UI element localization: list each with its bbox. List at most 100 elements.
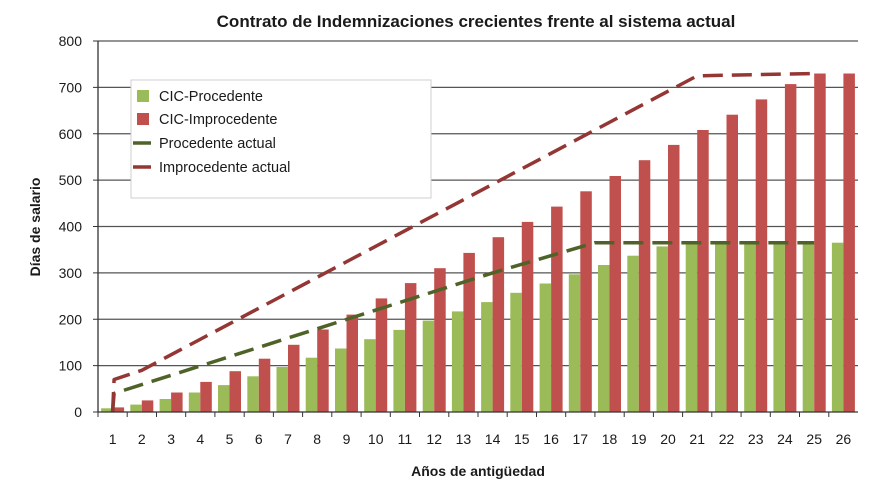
bar-cic-procedente	[744, 242, 756, 412]
bar-cic-improcedente	[258, 358, 271, 412]
legend-box	[130, 79, 432, 199]
bar-cic-procedente	[539, 283, 552, 412]
x-tick-label: 3	[167, 431, 175, 447]
bar-cic-procedente	[130, 404, 142, 412]
bar-cic-procedente	[159, 399, 172, 412]
y-tick-label: 300	[59, 265, 83, 281]
bar-cic-procedente	[247, 376, 259, 412]
bar-cic-improcedente	[521, 221, 534, 412]
y-axis-ticks: 0 100 200 300 400 500 600 700 800	[59, 33, 98, 420]
x-tick-label: 2	[138, 431, 146, 447]
bar-cic-procedente	[598, 265, 610, 412]
bar-cic-improcedente	[726, 114, 738, 412]
y-tick-label: 0	[74, 404, 82, 420]
x-tick-label: 11	[398, 431, 413, 447]
bar-cic-procedente	[510, 292, 522, 412]
bar-cic-improcedente	[697, 130, 709, 412]
bar-cic-procedente	[218, 385, 230, 412]
x-tick-label: 8	[313, 431, 321, 447]
bar-cic-improcedente	[580, 191, 592, 412]
legend-label-0: CIC-Procedente	[159, 89, 263, 105]
bar-cic-improcedente	[112, 407, 125, 412]
x-tick-label: 18	[602, 431, 618, 447]
x-tick-label: 16	[543, 431, 559, 447]
bar-cic-improcedente	[434, 268, 446, 412]
legend-label-2: Procedente actual	[159, 136, 276, 152]
y-axis-label: Días de salario	[27, 178, 43, 277]
bar-cic-procedente	[364, 339, 376, 412]
bar-cic-procedente	[656, 246, 668, 412]
y-tick-label: 600	[59, 126, 83, 142]
line-improcedente-actual	[110, 71, 815, 413]
bar-cic-improcedente	[317, 329, 329, 412]
bar-cic-procedente	[305, 357, 318, 412]
x-tick-label: 10	[368, 431, 384, 447]
bar-cic-improcedente	[755, 99, 768, 413]
bar-cic-procedente	[627, 255, 639, 412]
x-tick-label: 12	[426, 431, 442, 447]
bar-cic-procedente	[101, 408, 113, 412]
bar-cic-procedente	[451, 311, 464, 412]
bar-cic-improcedente	[609, 176, 621, 412]
legend-label-1: CIC-Improcedente	[159, 112, 277, 128]
legend-label-3: Improcedente actual	[159, 160, 290, 176]
chart-title: Contrato de Indemnizaciones crecientes f…	[217, 12, 736, 31]
bar-cic-procedente	[335, 348, 347, 412]
x-tick-label: 24	[777, 431, 793, 447]
bar-cic-improcedente	[346, 314, 358, 412]
bar-cic-improcedente	[784, 84, 797, 412]
series-lines	[110, 71, 815, 413]
x-axis-label: Años de antigüedad	[411, 463, 545, 479]
bar-cic-improcedente	[638, 160, 651, 412]
x-tick-label: 23	[748, 431, 764, 447]
x-tick-label: 15	[514, 431, 530, 447]
gridlines	[98, 40, 858, 367]
legend: CIC-Procedente CIC-Improcedente Procedente…	[130, 79, 432, 199]
x-tick-label: 4	[196, 431, 204, 447]
y-tick-label: 800	[59, 33, 83, 49]
bars	[101, 73, 855, 413]
y-tick-label: 100	[59, 358, 83, 374]
bar-cic-improcedente	[404, 283, 417, 412]
bar-cic-improcedente	[668, 144, 680, 412]
bar-cic-procedente	[685, 242, 698, 412]
legend-swatch-0	[137, 90, 149, 102]
y-tick-label: 500	[59, 172, 83, 188]
bar-cic-procedente	[831, 242, 844, 412]
bar-cic-procedente	[715, 242, 727, 412]
bar-cic-procedente	[393, 329, 405, 412]
y-tick-label: 400	[59, 219, 83, 235]
x-tick-label: 6	[255, 431, 263, 447]
bar-cic-improcedente	[463, 252, 475, 412]
y-tick-label: 700	[59, 79, 83, 95]
bar-cic-improcedente	[551, 206, 563, 412]
x-tick-label: 13	[456, 431, 472, 447]
bar-cic-improcedente	[814, 73, 826, 412]
bar-cic-procedente	[568, 274, 581, 412]
bar-cic-improcedente	[375, 298, 388, 412]
x-tick-label: 22	[719, 431, 735, 447]
x-tick-label: 19	[631, 431, 647, 447]
x-tick-label: 14	[485, 431, 501, 447]
x-tick-label: 1	[109, 431, 117, 447]
bar-cic-procedente	[422, 320, 435, 412]
bar-cic-procedente	[802, 242, 815, 412]
bar-cic-procedente	[481, 302, 493, 412]
legend-swatch-1	[137, 113, 149, 125]
x-tick-label: 25	[806, 431, 822, 447]
bar-cic-improcedente	[141, 400, 154, 412]
bar-cic-improcedente	[288, 344, 300, 412]
x-tick-label: 9	[343, 431, 351, 447]
x-axis-ticks: 1 2 3 4 5 6 7 8 9 10 11 12 13 14 15 16 17 18 19 20 21 22 23 24 2…	[97, 412, 852, 447]
bar-cic-procedente	[188, 392, 201, 412]
x-tick-label: 7	[284, 431, 292, 447]
bar-cic-improcedente	[843, 73, 855, 412]
bar-cic-procedente	[276, 367, 288, 412]
bar-cic-improcedente	[171, 392, 183, 412]
x-tick-label: 5	[226, 431, 234, 447]
bar-cic-improcedente	[229, 371, 241, 412]
bar-cic-improcedente	[492, 237, 505, 412]
x-tick-label: 20	[660, 431, 676, 447]
x-tick-label: 26	[836, 431, 852, 447]
